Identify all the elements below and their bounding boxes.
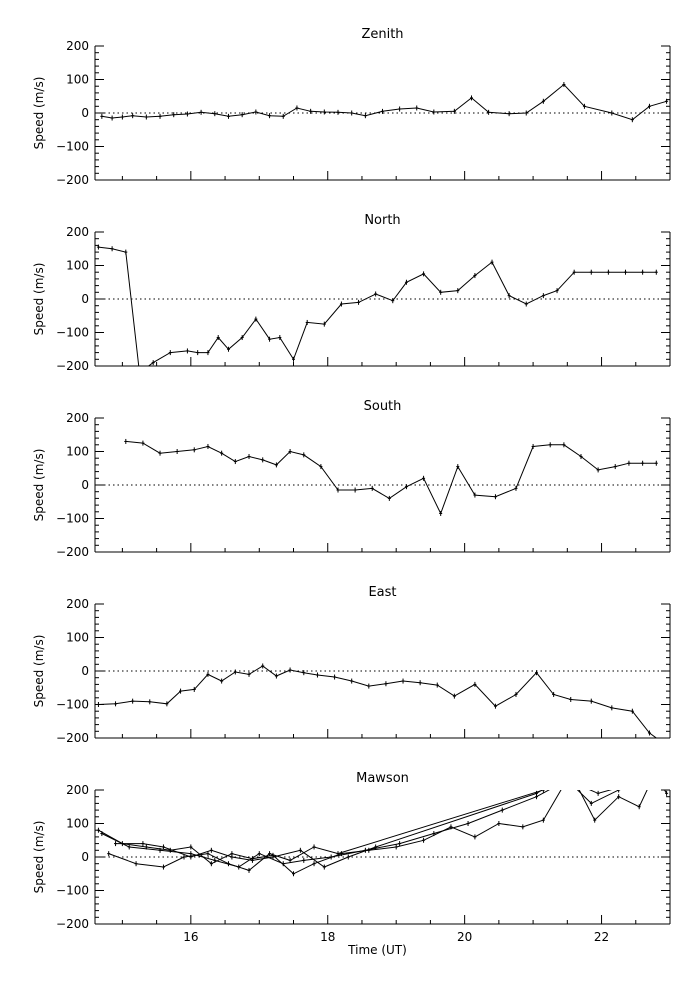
y-axis-label: Speed (m/s): [32, 263, 46, 336]
y-tick-label: −200: [56, 731, 89, 745]
y-tick-label: 0: [81, 850, 89, 864]
y-tick-label: −100: [56, 326, 89, 340]
y-tick-label: −100: [56, 512, 89, 526]
panel-1: 200 100 0 −100 −200 North Speed (m/s): [32, 213, 671, 373]
y-tick-label: 0: [81, 478, 89, 492]
y-tick-label: 200: [66, 783, 89, 797]
panel-title: Mawson: [356, 771, 409, 786]
series-line-0: [125, 440, 657, 515]
series-line-0: [98, 665, 658, 738]
y-tick-label: −100: [56, 140, 89, 154]
y-tick-label: 200: [66, 411, 89, 425]
y-tick-label: 100: [66, 259, 89, 273]
y-tick-label: −200: [56, 917, 89, 931]
x-tick-label: 20: [457, 930, 472, 944]
panel-title: East: [368, 585, 396, 600]
y-tick-label: 100: [66, 631, 89, 645]
panel-title: Zenith: [361, 27, 403, 42]
y-tick-label: 200: [66, 597, 89, 611]
panel-title: South: [364, 399, 402, 414]
x-tick-label: 22: [594, 930, 609, 944]
x-tick-label: 18: [320, 930, 335, 944]
panel-3: 200 100 0 −100 −200 East Speed (m/s): [32, 585, 671, 745]
y-tick-label: −200: [56, 359, 89, 373]
y-tick-label: −100: [56, 884, 89, 898]
y-tick-label: 200: [66, 39, 89, 53]
series-line-2: [115, 790, 620, 868]
plot-area: [96, 790, 669, 877]
plot-area: [124, 438, 658, 516]
series-line-0: [98, 790, 648, 875]
panel-4: 200 100 0 −100 −200 16 18 20 22 Mawson Speed (m/s)…: [32, 771, 671, 957]
y-tick-label: −100: [56, 698, 89, 712]
y-tick-label: 0: [81, 664, 89, 678]
plot-area: [96, 663, 658, 738]
series-line-0: [98, 246, 657, 366]
y-tick-label: −200: [56, 545, 89, 559]
x-axis-label: Time (UT): [347, 943, 407, 957]
panel-2: 200 100 0 −100 −200 South Speed (m/s): [32, 399, 671, 559]
y-axis-label: Speed (m/s): [32, 635, 46, 708]
y-tick-label: 0: [81, 292, 89, 306]
y-tick-label: 100: [66, 445, 89, 459]
panel-0: 200 100 0 −100 −200 Zenith Speed (m/s): [32, 27, 671, 187]
y-tick-label: −200: [56, 173, 89, 187]
y-tick-label: 200: [66, 225, 89, 239]
plot-area: [100, 82, 669, 123]
y-axis-label: Speed (m/s): [32, 449, 46, 522]
y-tick-label: 100: [66, 73, 89, 87]
y-axis-label: Speed (m/s): [32, 77, 46, 150]
x-tick-label: 16: [183, 930, 198, 944]
y-tick-label: 100: [66, 817, 89, 831]
y-axis-label: Speed (m/s): [32, 821, 46, 894]
plot-area: [96, 244, 658, 366]
panel-title: North: [364, 213, 400, 228]
y-tick-label: 0: [81, 106, 89, 120]
